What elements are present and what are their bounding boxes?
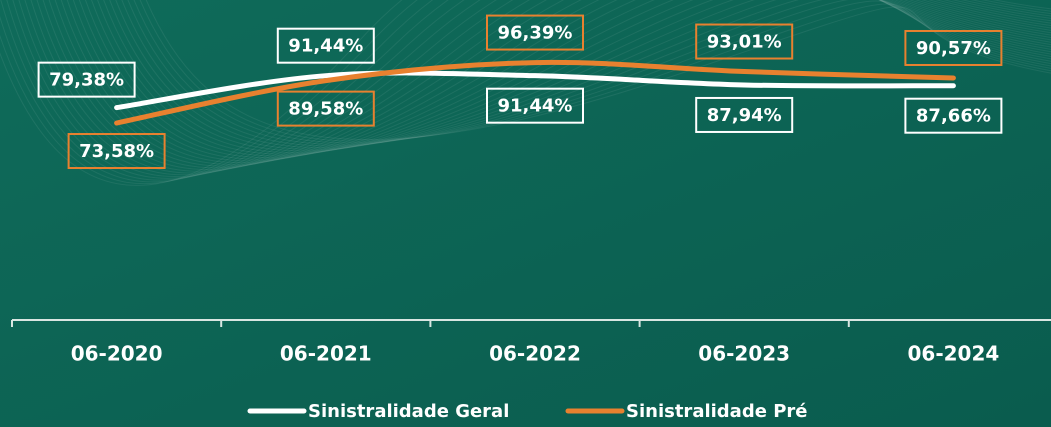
x-tick-label: 06-2021 <box>280 342 372 366</box>
data-label-text: 87,66% <box>916 106 991 127</box>
x-tick-label: 06-2024 <box>908 342 1000 366</box>
data-label-text: 90,57% <box>916 38 991 59</box>
x-tick-label: 06-2020 <box>71 342 163 366</box>
chart: 06-2020 06-2021 06-2022 06-2023 06-2024 79,38… <box>0 0 1051 427</box>
data-label-text: 79,38% <box>49 70 124 91</box>
data-label-text: 87,94% <box>707 105 782 126</box>
data-label-text: 93,01% <box>707 32 782 53</box>
data-label-text: 91,44% <box>498 96 573 117</box>
data-label-text: 73,58% <box>79 141 154 162</box>
data-label-text: 96,39% <box>498 23 573 44</box>
legend-label: Sinistralidade Geral <box>308 401 509 422</box>
data-label-text: 89,58% <box>288 99 363 120</box>
legend-label: Sinistralidade Pré <box>626 401 807 422</box>
data-label-text: 91,44% <box>288 36 363 57</box>
x-tick-label: 06-2023 <box>698 342 790 366</box>
x-tick-label: 06-2022 <box>489 342 581 366</box>
